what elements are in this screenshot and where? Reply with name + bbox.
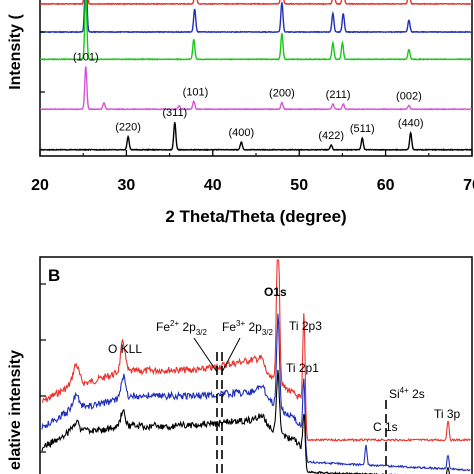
xrd-series-5 bbox=[39, 122, 473, 152]
label-ti-3p: Ti 3p bbox=[434, 407, 461, 421]
fe2-pointer-line bbox=[193, 337, 218, 373]
label-ti-2p3: Ti 2p3 bbox=[289, 319, 322, 333]
xrd-series-4 bbox=[39, 66, 473, 111]
xps-series-2 bbox=[41, 313, 471, 472]
panel-b-plot-frame bbox=[39, 256, 473, 474]
fe3-pointer-line bbox=[221, 337, 241, 373]
x-tick-label: 20 bbox=[31, 177, 49, 194]
xrd-peak-annotation: (101) bbox=[73, 52, 99, 64]
panel-b-y-ticks bbox=[40, 283, 46, 453]
xrd-peak-annotation: (101) bbox=[183, 86, 209, 98]
panel-b-y-axis-label: elative intensity bbox=[7, 350, 24, 470]
panel-a-plot-frame bbox=[39, 0, 473, 157]
xrd-peak-annotation: (440) bbox=[398, 118, 424, 130]
panel-a-xrd: (101) (101) (200) (211) (002) (220) (311) (400)… bbox=[7, 0, 474, 226]
panel-a-x-axis-label: 2 Theta/Theta (degree) bbox=[165, 207, 346, 226]
label-o-kll: O KLL bbox=[108, 342, 142, 356]
label-fe2-2p32: Fe2+ 2p3/2 bbox=[156, 319, 208, 337]
xrd-series-2 bbox=[39, 0, 473, 34]
panel-a-annotations: (101) (101) (200) (211) (002) (220) (311) (400)… bbox=[73, 52, 424, 143]
panel-a-series-group bbox=[39, 0, 473, 152]
x-tick-label: 30 bbox=[118, 177, 136, 194]
xps-series-3 bbox=[41, 369, 451, 474]
xrd-peak-annotation: (311) bbox=[162, 107, 187, 119]
panel-b-xps: B elative intensity O KLL Fe2+ 2p3/2 Fe3… bbox=[7, 256, 473, 474]
panel-b-series-group bbox=[41, 259, 471, 474]
x-tick-label: 70 bbox=[463, 177, 474, 194]
xrd-peak-annotation: (400) bbox=[228, 127, 254, 139]
xrd-peak-annotation: (422) bbox=[318, 130, 344, 142]
xrd-peak-annotation: (002) bbox=[396, 90, 422, 102]
label-c-1s: C 1s bbox=[373, 420, 398, 434]
xrd-peak-annotation: (511) bbox=[350, 123, 375, 135]
x-tick-label: 50 bbox=[290, 177, 308, 194]
label-ti-2p1: Ti 2p1 bbox=[286, 361, 319, 375]
panel-a-y-axis-label: Intensity ( bbox=[7, 14, 24, 90]
x-tick-label: 60 bbox=[377, 177, 395, 194]
panel-a-x-ticks: 20 30 40 50 60 70 bbox=[31, 31, 474, 194]
xrd-peak-annotation: (211) bbox=[326, 89, 351, 101]
xrd-peak-annotation: (200) bbox=[269, 88, 295, 100]
xrd-series-3 bbox=[39, 0, 473, 61]
label-fe3-2p32: Fe3+ 2p3/2 bbox=[222, 319, 274, 337]
xps-series-1 bbox=[41, 259, 471, 443]
label-o1s: O1s bbox=[264, 285, 287, 299]
label-si4-2s: Si4+ 2s bbox=[389, 386, 425, 401]
x-tick-label: 40 bbox=[204, 177, 222, 194]
panel-b-label: B bbox=[48, 266, 60, 285]
xrd-series-1 bbox=[39, 0, 473, 6]
xrd-peak-annotation: (220) bbox=[115, 122, 141, 134]
